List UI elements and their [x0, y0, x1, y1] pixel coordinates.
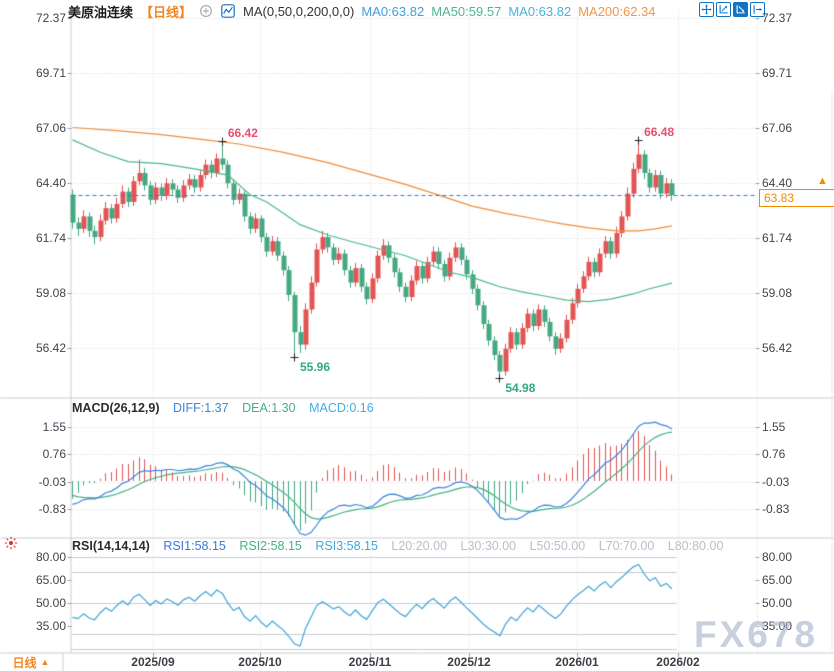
ma0-value-2: MA0:63.82 [508, 3, 572, 19]
live-indicator-icon [4, 536, 18, 550]
rsi-panel-header: RSI(14,14,14) RSI1:58.15 RSI2:58.15 RSI3… [72, 539, 733, 553]
last-price-marker: 63.83 [759, 189, 834, 207]
rsi-title: RSI(14,14,14) [72, 539, 150, 553]
move-chart-icon[interactable] [699, 2, 714, 17]
up-triangle-icon: ▲ [40, 657, 50, 667]
scale-y-axis-icon[interactable] [733, 2, 748, 17]
time-axis-label: 2026/02 [656, 655, 700, 669]
ma-settings-label: MA(0,50,0,200,0,0) [243, 3, 355, 19]
high-price-label: 66.48 [644, 124, 675, 139]
macd-diff-value: DIFF:1.37 [173, 401, 229, 415]
price-axis-label: 67.06 [35, 120, 66, 135]
price-axis-label: 64.40 [35, 175, 66, 190]
high-price-label: 66.42 [227, 126, 258, 141]
macd-axis-label: -0.03 [762, 474, 790, 489]
macd-axis-label: -0.83 [38, 502, 66, 517]
period-tag[interactable]: 【日线】 [140, 4, 193, 20]
rsi3-value: RSI3:58.15 [315, 539, 378, 553]
price-axis-label: 69.71 [762, 66, 793, 80]
last-price-value: 63.83 [764, 191, 795, 205]
rsi1-value: RSI1:58.15 [163, 539, 226, 553]
price-axis-label: 69.71 [35, 66, 66, 80]
rsi-axis-label: 35.00 [35, 619, 66, 633]
macd-title: MACD(26,12,9) [72, 401, 160, 415]
macd-panel-header: MACD(26,12,9) DIFF:1.37 DEA:1.30 MACD:0.… [72, 401, 384, 415]
price-axis-label: 56.42 [762, 340, 793, 355]
low-price-label: 55.96 [300, 360, 331, 375]
macd-axis-label: 0.76 [762, 447, 786, 462]
price-axis-label: 61.74 [762, 230, 793, 245]
time-axis-label: 2025/09 [131, 655, 175, 669]
time-axis-label: 2025/12 [447, 655, 491, 669]
symbol-name: 美原油连续 [68, 4, 134, 20]
ma50-value: MA50:59.57 [431, 3, 502, 19]
rsi-axis-label: 80.00 [762, 550, 793, 564]
chart-header: 美原油连续 【日线】 MA(0,50,0,200,0,0) MA0:63.82 … [68, 3, 656, 20]
rsi-axis-label: 65.00 [762, 573, 793, 587]
rsi-axis-label: 80.00 [35, 550, 66, 564]
time-axis-label: 2026/01 [555, 655, 599, 669]
rsi-axis-label: 50.00 [35, 596, 66, 610]
price-axis-label: 56.42 [35, 340, 66, 355]
price-axis-label: 59.08 [35, 285, 66, 300]
rsi-l30-value: L30:30.00 [460, 539, 517, 553]
rsi-axis-label: 35.00 [762, 619, 793, 633]
time-axis-label: 2025/10 [238, 655, 282, 669]
ma0-value: MA0:63.82 [361, 3, 425, 19]
period-selector-label: 日线 [12, 655, 37, 670]
watermark: FX678 [694, 614, 819, 655]
rsi-l70-value: L70:70.00 [598, 539, 655, 553]
macd-axis-label: -0.03 [38, 474, 66, 489]
circle-plus-icon[interactable] [199, 4, 214, 19]
price-axis-label: 67.06 [762, 120, 793, 135]
scale-x-axis-icon[interactable] [716, 2, 731, 17]
price-axis-label: 72.37 [762, 11, 793, 25]
ma200-value: MA200:62.34 [578, 3, 656, 19]
macd-axis-label: 0.76 [42, 447, 66, 462]
price-axis-label: 61.74 [35, 230, 66, 245]
macd-dea-value: DEA:1.30 [242, 401, 296, 415]
rsi-l20-value: L20:20.00 [391, 539, 448, 553]
price-axis-label: 59.08 [762, 285, 793, 300]
shift-chart-right-icon[interactable] [750, 2, 765, 17]
time-axis-label: 2025/11 [348, 655, 392, 669]
chart-type-icon[interactable] [221, 3, 236, 19]
price-axis-label: 64.40 [762, 175, 793, 190]
rsi2-value: RSI2:58.15 [239, 539, 302, 553]
rsi-l80-value: L80:80.00 [667, 539, 724, 553]
rsi-axis-label: 50.00 [762, 596, 793, 610]
price-up-arrow-icon: ▲ [817, 175, 828, 187]
time-axis: 日线 ▲ 2025/09 2025/10 2025/11 2025/12 2026/01… [0, 653, 834, 671]
low-price-label: 54.98 [505, 380, 536, 395]
chart-toolbar [699, 2, 765, 17]
period-selector[interactable]: 日线 ▲ [0, 653, 62, 671]
macd-hist-value: MACD:0.16 [309, 401, 374, 415]
macd-axis-label: -0.83 [762, 502, 790, 517]
macd-axis-label: 1.55 [762, 419, 786, 434]
rsi-l50-value: L50:50.00 [529, 539, 586, 553]
price-axis-label: 72.37 [35, 11, 66, 25]
rsi-axis-label: 65.00 [35, 573, 66, 587]
macd-axis-label: 1.55 [42, 419, 66, 434]
